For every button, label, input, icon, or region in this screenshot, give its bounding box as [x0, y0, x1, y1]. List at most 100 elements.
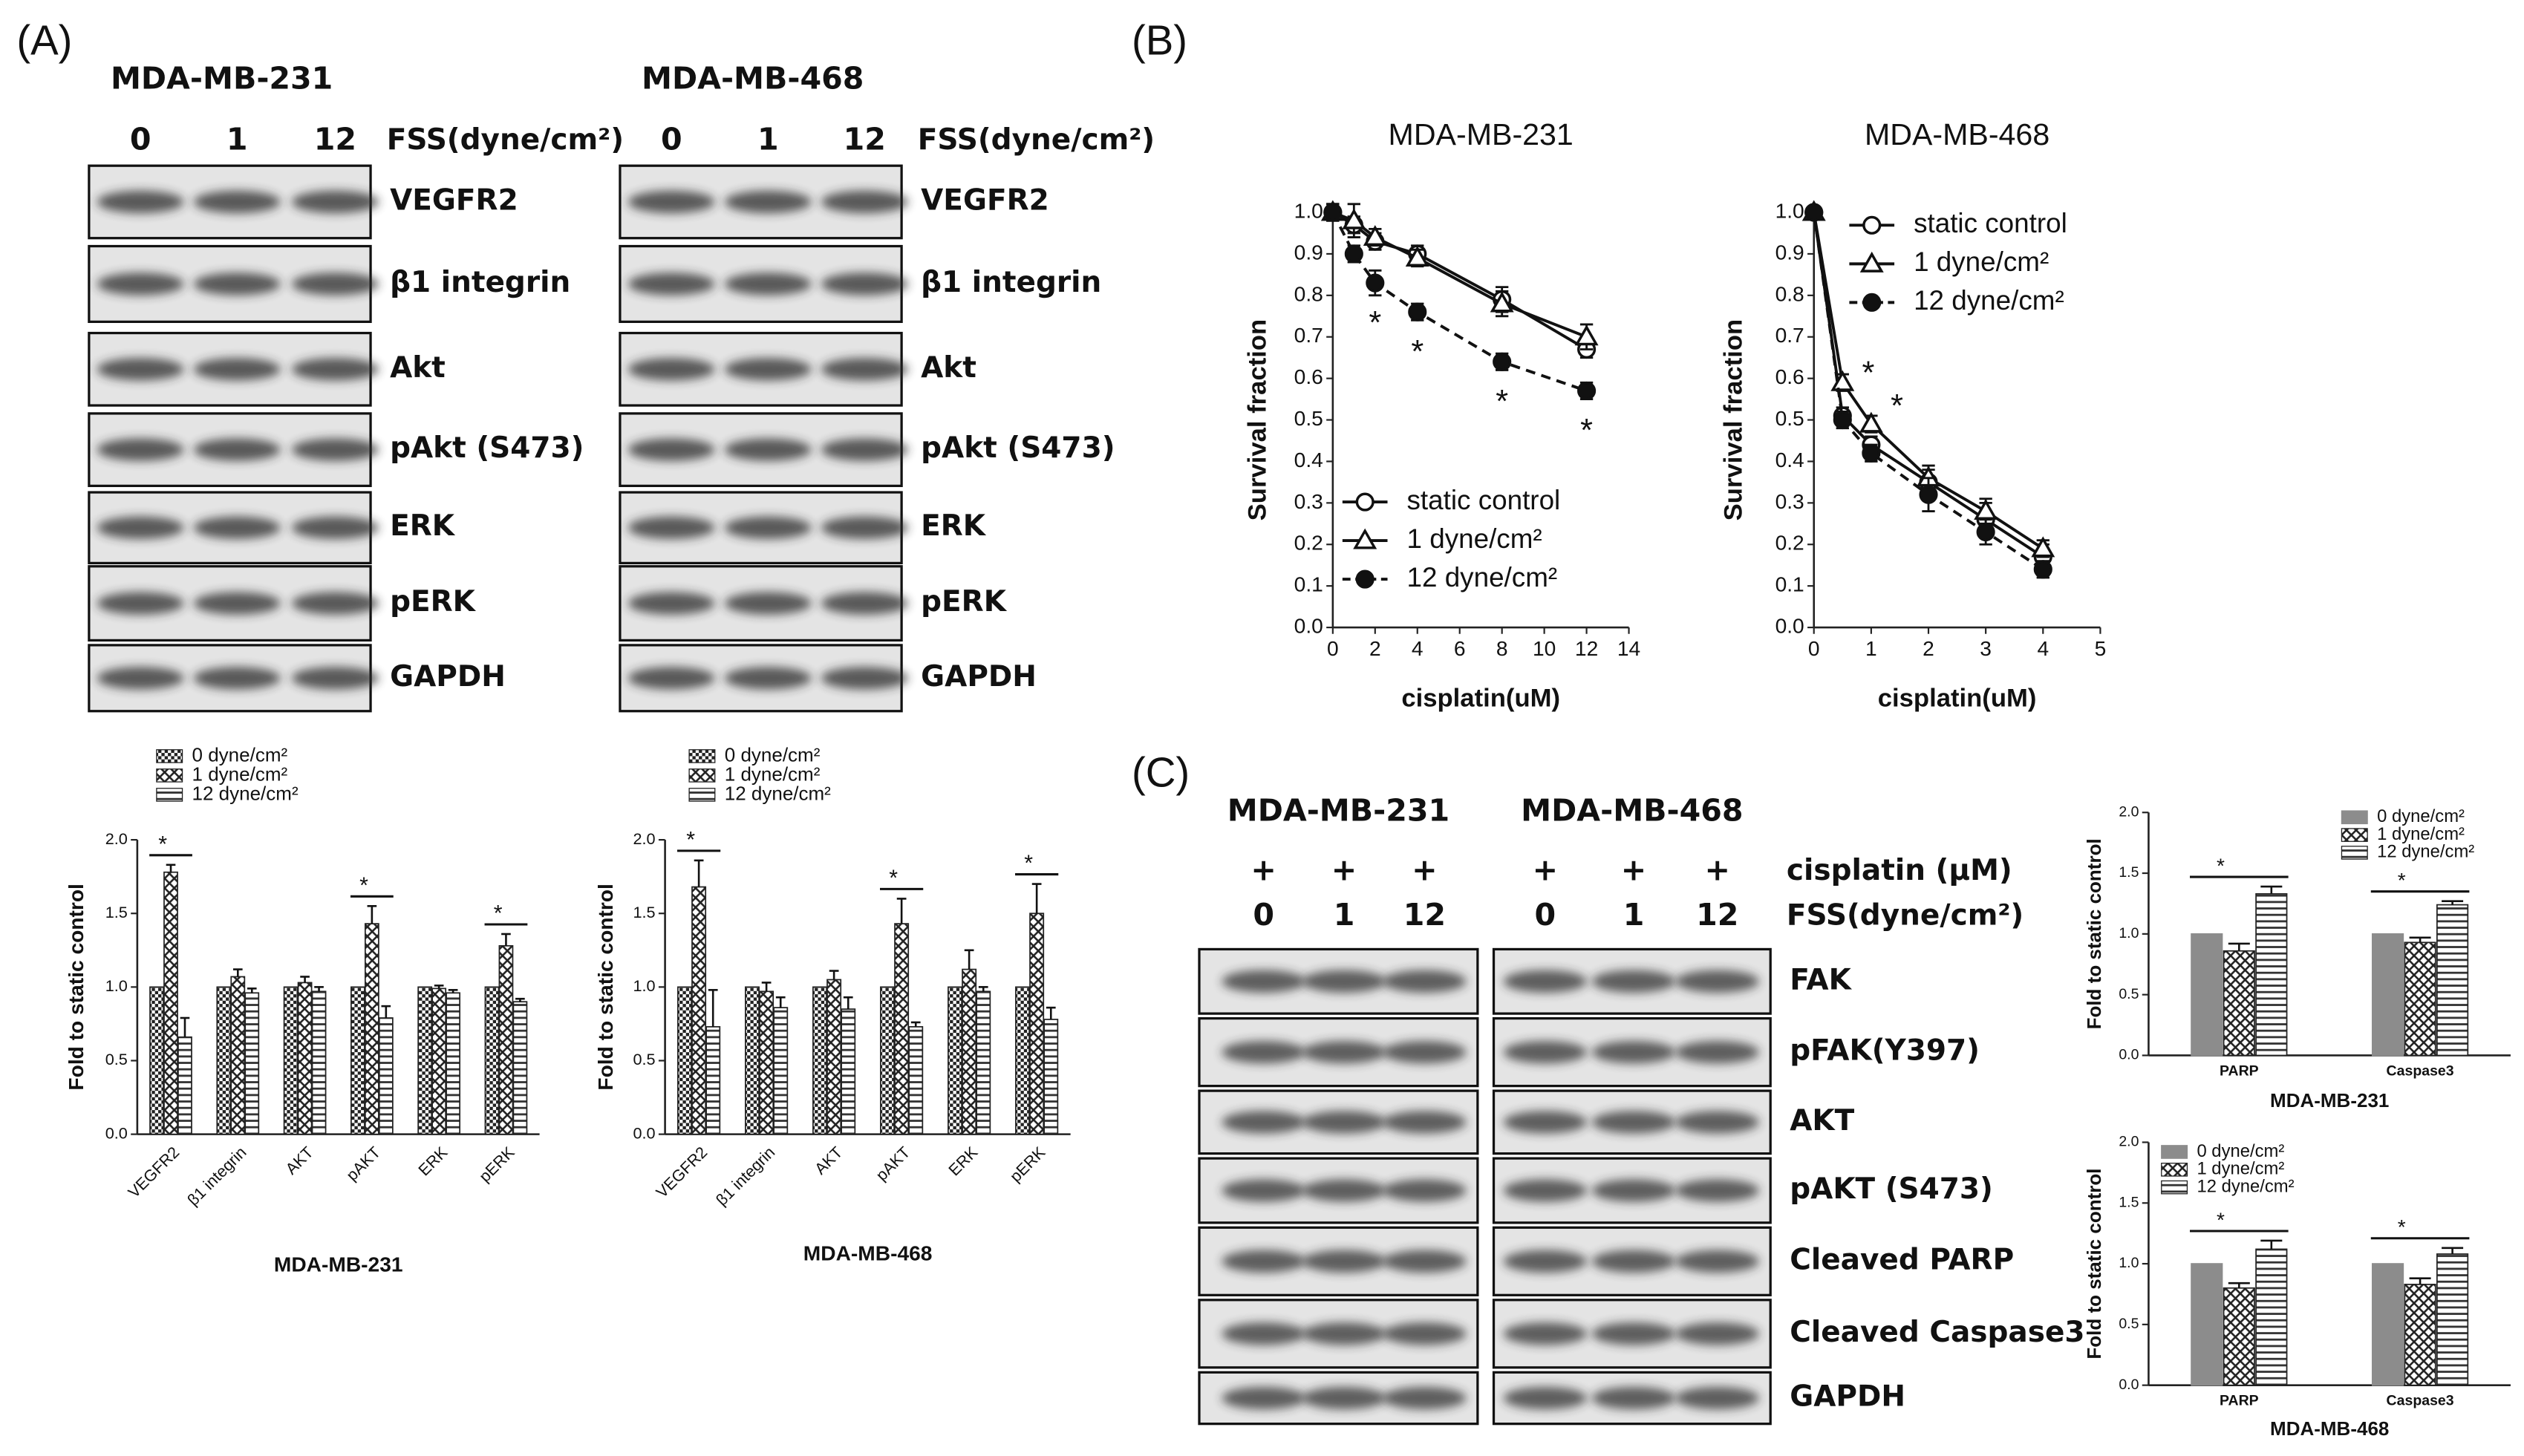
- blot-band: [627, 516, 715, 539]
- x-tick-label: 8: [1496, 637, 1508, 660]
- blot-band: [291, 190, 379, 214]
- error-bar: [843, 996, 853, 1010]
- y-tick-label: 0.5: [633, 1050, 655, 1068]
- marker: [1830, 370, 1855, 391]
- bar: [512, 1001, 528, 1135]
- y-tick-label: 0.6: [1294, 365, 1323, 388]
- error-bar: [708, 989, 718, 1027]
- series-line: [1812, 212, 2044, 571]
- lane-label: 0: [661, 122, 682, 157]
- bar: [364, 923, 379, 1135]
- cell-line-header: MDA-MB-231: [1227, 792, 1449, 828]
- marker: [2033, 560, 2052, 579]
- legend-label: 1 dyne/cm²: [1914, 247, 2049, 277]
- x-tick-label: 12: [1575, 637, 1598, 660]
- x-axis-label: MDA-MB-231: [274, 1253, 403, 1276]
- legend-label: 12 dyne/cm²: [2377, 842, 2474, 862]
- bar: [484, 986, 500, 1135]
- y-tick-label: 0.0: [633, 1123, 655, 1142]
- error-bar: [2442, 900, 2464, 905]
- error-bar: [501, 933, 511, 946]
- significance-label: *: [2398, 869, 2406, 892]
- y-tick-label: 0.5: [2119, 1316, 2139, 1332]
- bar: [2191, 1263, 2223, 1386]
- bar: [431, 987, 447, 1135]
- cell-line-header: MDA-MB-468: [642, 60, 864, 96]
- blot-band: [724, 592, 812, 615]
- significance-label: *: [1369, 305, 1381, 341]
- significance-label: *: [1891, 388, 1903, 424]
- error-bar: [775, 996, 786, 1008]
- significance-label: *: [1580, 413, 1593, 448]
- error-bar: [910, 1021, 921, 1027]
- y-tick-label: 2.0: [2119, 803, 2139, 820]
- blot-band: [97, 516, 184, 539]
- x-tick-label: VEGFR2: [124, 1143, 183, 1201]
- legend-label: 12 dyne/cm²: [1407, 562, 1558, 592]
- blot-band: [1302, 1111, 1386, 1134]
- x-tick-label: AKT: [811, 1143, 846, 1178]
- significance-label: *: [686, 828, 695, 852]
- y-tick-label: 0.8: [1775, 282, 1804, 305]
- blot-band: [97, 272, 184, 296]
- legend-swatch: [688, 749, 716, 763]
- bar: [1029, 913, 1045, 1135]
- marker: [1490, 291, 1514, 313]
- blot-band: [1503, 1322, 1588, 1345]
- panel-label: (C): [1132, 748, 1190, 795]
- y-tick-label: 1.0: [1294, 199, 1323, 222]
- bar: [976, 990, 991, 1135]
- y-tick-label: 1.5: [2119, 864, 2139, 881]
- x-axis-label: MDA-MB-231: [2270, 1089, 2389, 1111]
- bar: [230, 976, 246, 1135]
- blot-band: [291, 592, 379, 615]
- bar: [311, 990, 327, 1135]
- y-tick-label: 2.0: [2119, 1134, 2139, 1150]
- bar: [948, 986, 962, 1135]
- blot-band: [1675, 1040, 1760, 1064]
- lane-label: 0: [130, 122, 151, 157]
- significance-label: *: [1862, 355, 1875, 391]
- significance-label: *: [2217, 854, 2225, 877]
- legend-swatch: [2161, 1145, 2188, 1159]
- legend-marker: [1355, 569, 1374, 589]
- x-tick-label: VEGFR2: [652, 1143, 711, 1201]
- x-axis-label: cisplatin(uM): [1401, 685, 1560, 713]
- error-bar: [448, 989, 458, 993]
- protein-label: pAkt (S473): [390, 431, 584, 465]
- lane-label: 0: [1253, 897, 1274, 933]
- y-tick-label: 0.8: [1294, 282, 1323, 305]
- significance-label: *: [2217, 1208, 2225, 1231]
- y-tick-label: 0.6: [1775, 365, 1804, 388]
- error-bar: [2228, 942, 2250, 951]
- chart-title: MDA-MB-468: [1865, 117, 2049, 151]
- blot-band: [1302, 970, 1386, 993]
- legend-swatch: [2341, 828, 2368, 842]
- protein-label: β1 integrin: [390, 266, 570, 299]
- legend-swatch: [2341, 810, 2368, 825]
- y-tick-label: 0.5: [1294, 407, 1323, 430]
- blot-band: [291, 358, 379, 381]
- x-tick-label: PARP: [2220, 1062, 2259, 1079]
- blot-band: [1503, 1250, 1588, 1273]
- blot-band: [724, 516, 812, 539]
- y-tick-label: 1.5: [105, 903, 128, 921]
- treatment-mark: +: [1412, 852, 1438, 887]
- x-axis-label: MDA-MB-468: [2270, 1417, 2389, 1440]
- blot-band: [97, 438, 184, 461]
- x-tick-label: 4: [1412, 637, 1424, 660]
- blot-band: [1302, 1322, 1386, 1345]
- x-tick-label: 2: [1923, 637, 1934, 660]
- blot-band: [193, 358, 281, 381]
- error-bar: [829, 970, 839, 980]
- legend-swatch: [688, 788, 716, 802]
- marker: [1342, 208, 1366, 229]
- legend-label: 12 dyne/cm²: [1914, 285, 2064, 316]
- bar: [2404, 941, 2436, 1057]
- y-tick-label: 1.5: [633, 903, 655, 921]
- protein-label: pAkt (S473): [921, 431, 1115, 465]
- blot-band: [97, 667, 184, 690]
- legend-label: 1 dyne/cm²: [2377, 824, 2465, 844]
- protein-label: GAPDH: [1790, 1380, 1905, 1413]
- blot-band: [1591, 1111, 1676, 1134]
